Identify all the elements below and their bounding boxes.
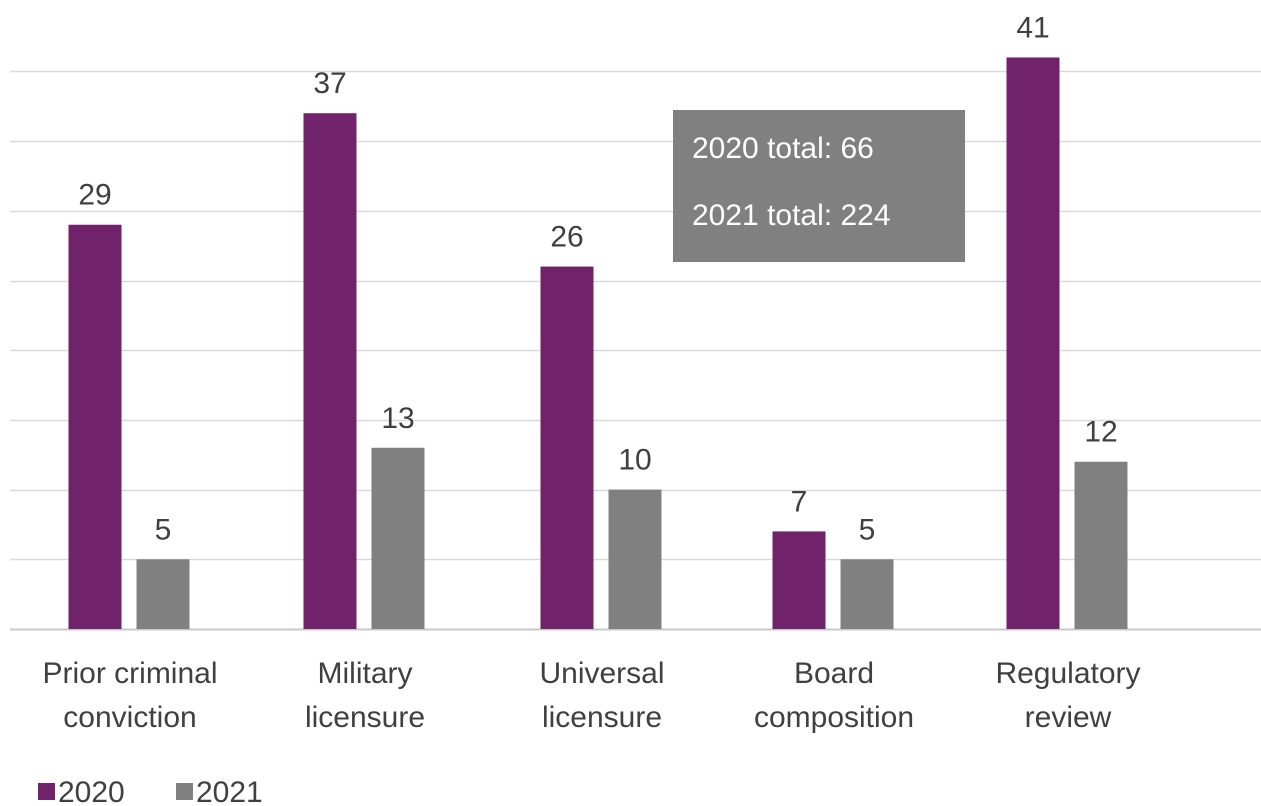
- bar-2021: [371, 447, 425, 629]
- legend-label-2021: 2021: [196, 776, 263, 806]
- bar-2021: [608, 489, 662, 629]
- category-label: Regulatory: [995, 657, 1140, 690]
- totals-annotation-box: 2020 total: 66 2021 total: 224: [673, 110, 965, 262]
- bar-2020: [68, 224, 122, 630]
- bars: [68, 57, 1128, 630]
- legend-label-2020: 2020: [58, 776, 125, 806]
- annotation-line-2020-total: 2020 total: 66: [692, 132, 874, 165]
- category-label: review: [1025, 701, 1112, 734]
- category-label: Board: [794, 657, 874, 690]
- bar-value-label-2021: 5: [859, 513, 876, 546]
- legend-swatch-2020: [38, 783, 55, 800]
- bar-2020: [772, 531, 826, 629]
- category-label: Prior criminal: [42, 657, 217, 690]
- category-label: licensure: [305, 701, 425, 734]
- bar-value-label-2020: 41: [1016, 11, 1049, 44]
- legend: 2020 2021: [38, 776, 263, 806]
- bar-value-label-2021: 13: [381, 402, 414, 435]
- bar-value-label-2020: 7: [791, 485, 808, 518]
- category-labels: Prior criminal conviction Military licensur…: [42, 657, 1140, 734]
- category-label: licensure: [542, 701, 662, 734]
- category-label: Military: [318, 657, 413, 690]
- gridlines: [10, 70, 1261, 631]
- annotation-line-2021-total: 2021 total: 224: [692, 199, 891, 232]
- legend-swatch-2021: [176, 783, 193, 800]
- category-label: Universal: [539, 657, 664, 690]
- bar-value-label-2021: 10: [618, 444, 651, 477]
- bar-2021: [840, 559, 894, 629]
- bar-2020: [303, 113, 357, 630]
- bar-value-labels: 29 37 26 7 41 5 13 10 5 12: [78, 11, 1117, 546]
- bar-value-label-2020: 26: [550, 221, 583, 254]
- annotation-background: [673, 110, 965, 262]
- bar-value-label-2020: 37: [313, 67, 346, 100]
- bar-2020: [540, 266, 594, 629]
- category-label: conviction: [63, 701, 196, 734]
- bar-value-label-2021: 5: [155, 513, 172, 546]
- bar-2021: [136, 559, 190, 629]
- bar-2020: [1006, 57, 1060, 629]
- bar-value-label-2021: 12: [1084, 416, 1117, 449]
- bar-value-label-2020: 29: [78, 179, 111, 212]
- bar-2021: [1074, 461, 1128, 629]
- category-label: composition: [754, 701, 914, 734]
